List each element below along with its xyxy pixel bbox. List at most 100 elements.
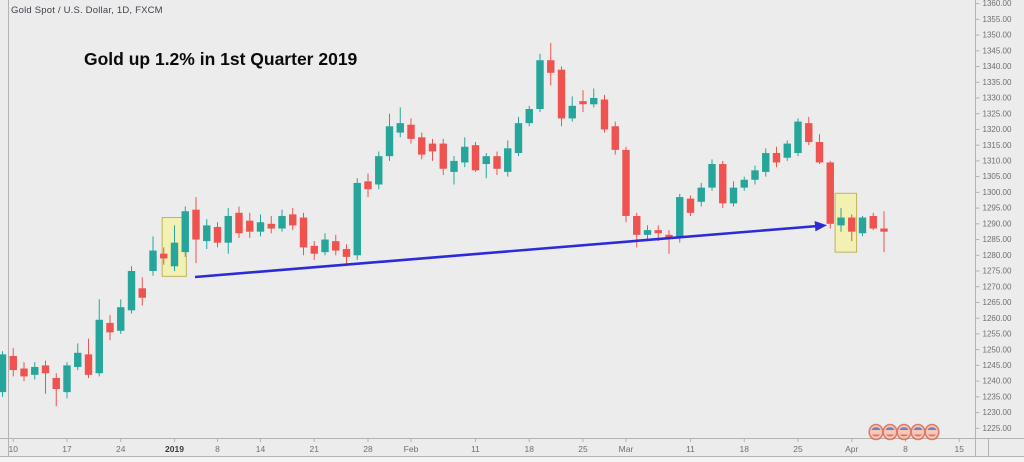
candle-body [783,143,791,158]
price-tick-label: 1275.00 [983,267,1012,276]
watermark-glyph-smile [871,434,881,437]
trend-arrow[interactable] [194,221,827,279]
candle-body [256,222,265,232]
candle [643,225,652,242]
candle [805,116,813,146]
candle-body [117,307,125,331]
watermark-glyph-smile [899,434,909,437]
time-axis[interactable]: 10 17 24 2019 8 14 21 28 Feb 11 18 25 Mar 11 18 25 Apr 8 1… [9,438,965,455]
candle [471,142,480,172]
candle [138,277,146,306]
candle [321,233,329,256]
time-tick-label: 8 [215,444,220,454]
candle-body [815,142,824,163]
candle-body [235,212,243,234]
candle [772,146,781,168]
chart-title: Gold Spot / U.S. Dollar, 1D, FXCM [11,5,163,16]
candle-body [719,164,727,204]
candle-body [611,126,619,150]
candle-body [633,215,641,235]
watermark-glyph [896,423,912,441]
price-tick-label: 1290.00 [983,219,1012,228]
watermark-glyph [868,423,884,441]
candle-body [471,145,480,171]
candle-body [63,365,71,393]
candle [579,90,587,113]
candle-body [321,239,329,253]
candle [611,121,619,155]
candle-body [289,214,297,226]
candle-body [805,123,813,143]
candle [203,219,211,249]
price-tick-label: 1250.00 [983,345,1012,354]
candle [235,206,243,238]
candle [568,96,576,122]
candle-body [729,187,738,204]
highlight-boxes [161,192,858,277]
candle-body [794,121,802,154]
candle [439,138,447,176]
watermark-glyph [910,423,926,441]
candle [600,94,609,133]
time-tick-label: 2019 [165,444,184,454]
watermark-glyph-body [924,423,940,441]
candle [815,134,824,165]
candle-body [880,228,888,232]
candle [719,160,727,209]
candle-body [375,156,383,185]
candle [826,160,834,229]
candle-body [676,197,684,238]
watermark-glyph-cap [885,427,895,430]
candle [525,105,533,127]
price-tick-label: 1270.00 [983,282,1012,291]
bottom-strip [0,456,1024,462]
candle [762,148,770,177]
candle [41,360,50,394]
price-axis[interactable]: 1360.00 1355.00 1350.00 1345.00 1340.00 1335.… [975,0,1012,433]
candle-body [654,230,662,234]
time-tick-label: 8 [903,444,908,454]
price-tick-label: 1305.00 [983,172,1012,181]
candle [504,140,512,177]
price-tick-label: 1255.00 [983,330,1012,339]
candle-body [224,215,232,243]
annotation-text: Gold up 1.2% in 1st Quarter 2019 [84,49,358,69]
candle-body [9,355,17,371]
watermark-glyph-body [882,423,898,441]
trend-arrow-line[interactable] [194,224,819,279]
candle [299,212,308,256]
candle [127,266,136,314]
price-tick-label: 1245.00 [983,361,1012,370]
price-tick-label: 1285.00 [983,235,1012,244]
candle [278,209,286,232]
time-tick-label: 11 [686,444,695,454]
time-tick-label: 11 [471,444,480,454]
time-tick-label: 18 [740,444,750,454]
candle [181,206,189,257]
candle [246,212,254,238]
candle-body [514,123,523,154]
candle [117,299,125,334]
time-tick-label: 15 [955,444,965,454]
price-tick-label: 1315.00 [983,141,1012,150]
candle [310,241,318,260]
price-tick-label: 1345.00 [983,46,1012,55]
candle-body [213,226,222,243]
candle-body [84,354,93,375]
candle-body [149,250,157,272]
watermark-glyph [924,423,940,441]
candle [493,151,501,176]
candle [332,234,340,256]
watermark-glyph-smile [885,434,895,437]
candle [794,118,802,157]
candle-body [600,99,609,130]
time-tick-label: 24 [116,444,126,454]
price-tick-label: 1295.00 [983,204,1012,213]
candle-body [418,137,426,155]
candle-body [31,366,39,375]
highlight-box[interactable] [834,192,858,253]
candle-body [246,220,254,232]
candle-body [278,215,286,229]
